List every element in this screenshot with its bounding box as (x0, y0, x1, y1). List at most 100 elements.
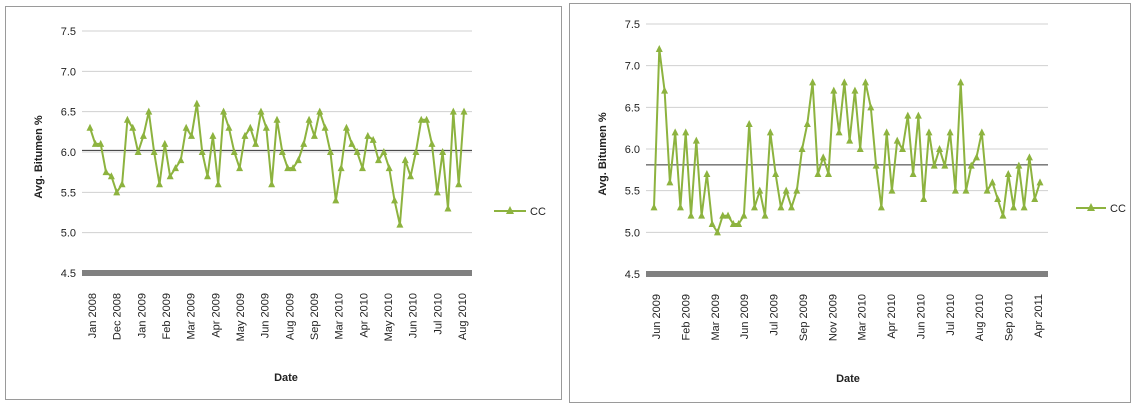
y-tick-label: 6.0 (61, 147, 76, 159)
data-point (268, 180, 276, 188)
legend-swatch-marker (506, 206, 514, 214)
data-point (920, 195, 928, 202)
data-point (230, 148, 238, 155)
data-point (772, 170, 780, 177)
data-point (294, 156, 302, 164)
data-point (735, 220, 743, 227)
y-tick-label: 5.0 (61, 228, 76, 240)
x-tick-label: Aug 2010 (457, 293, 469, 340)
data-point (342, 123, 350, 131)
data-point (824, 170, 832, 177)
data-point (851, 86, 859, 94)
data-point (225, 123, 233, 131)
data-point (872, 161, 880, 169)
data-point (766, 128, 774, 136)
data-point (375, 156, 383, 164)
data-point (983, 186, 991, 194)
data-point (893, 136, 901, 144)
data-point (433, 188, 441, 196)
data-point (708, 220, 716, 227)
data-point (113, 188, 121, 196)
y-tick-label: 7.0 (61, 66, 76, 78)
data-point (745, 120, 753, 127)
y-tick-label: 6.0 (625, 144, 640, 156)
data-point (862, 78, 870, 86)
x-tick-label: Sep 2009 (798, 294, 810, 341)
left-chart-svg: Avg. Bitumen % Date CC 4.5 5.0 5.5 6.0 6.5 7.… (33, 26, 546, 384)
data-point (819, 153, 827, 161)
data-point (449, 107, 457, 115)
x-tick-label: Mar 2009 (186, 293, 198, 339)
data-point (321, 123, 329, 131)
data-point (289, 164, 297, 172)
data-point (809, 78, 817, 86)
x-axis-label: Date (274, 372, 298, 384)
data-point (930, 161, 938, 169)
y-tick-label: 5.0 (625, 227, 640, 239)
data-point (914, 111, 922, 119)
data-point (867, 103, 875, 111)
data-point (951, 186, 959, 194)
data-point (171, 164, 179, 172)
x-tick-label: Apr 2010 (886, 294, 898, 339)
data-point (134, 148, 142, 155)
y-tick-label: 6.5 (61, 107, 76, 119)
data-point (973, 153, 981, 161)
data-point (428, 139, 436, 147)
data-point (97, 139, 105, 147)
data-point (967, 161, 975, 169)
y-axis-label: Avg. Bitumen % (33, 115, 45, 199)
y-tick-label: 6.5 (625, 102, 640, 114)
data-point (1004, 170, 1012, 177)
data-point (107, 172, 115, 180)
x-axis-label: Date (836, 373, 860, 385)
data-point (909, 170, 917, 177)
data-point (396, 220, 404, 228)
data-point (401, 156, 409, 164)
data-point (994, 195, 1002, 202)
data-point (139, 131, 147, 139)
data-point (348, 139, 356, 147)
data-point (353, 148, 361, 155)
data-point (988, 178, 996, 186)
data-point (188, 131, 196, 139)
data-point (1031, 195, 1039, 202)
data-point (946, 128, 954, 136)
y-tick-label: 5.5 (625, 186, 640, 198)
x-tick-label: May 2010 (383, 293, 395, 341)
data-point (750, 203, 758, 211)
data-point (856, 145, 864, 152)
data-point (936, 145, 944, 152)
data-point (978, 128, 986, 136)
data-point (118, 180, 126, 188)
x-tick-label: Feb 2009 (161, 293, 173, 339)
data-point (798, 145, 806, 152)
data-point (423, 115, 431, 123)
x-tick-label: Feb 2009 (680, 294, 692, 340)
y-tick-label: 7.0 (625, 61, 640, 73)
data-point (123, 115, 131, 123)
data-point (252, 139, 260, 147)
x-tick-label: Aug 2010 (974, 294, 986, 341)
data-point (698, 211, 706, 219)
data-point (102, 168, 110, 176)
data-point (830, 86, 838, 94)
data-point (840, 78, 848, 86)
x-tick-label: Mar 2009 (710, 294, 722, 340)
data-point (391, 196, 399, 204)
data-point (650, 203, 658, 211)
data-point (925, 128, 933, 136)
data-point (888, 186, 896, 194)
x-tick-label: Dec 2008 (112, 293, 124, 340)
data-point (193, 99, 201, 107)
x-tick-label: Jul 2010 (432, 293, 444, 335)
data-point (273, 115, 281, 123)
data-point (899, 145, 907, 152)
x-tick-label: Sep 2010 (1004, 294, 1016, 341)
data-point (846, 136, 854, 144)
data-point (155, 180, 163, 188)
data-point (198, 148, 206, 155)
data-point (835, 128, 843, 136)
data-point (729, 220, 737, 227)
data-point (380, 148, 388, 155)
